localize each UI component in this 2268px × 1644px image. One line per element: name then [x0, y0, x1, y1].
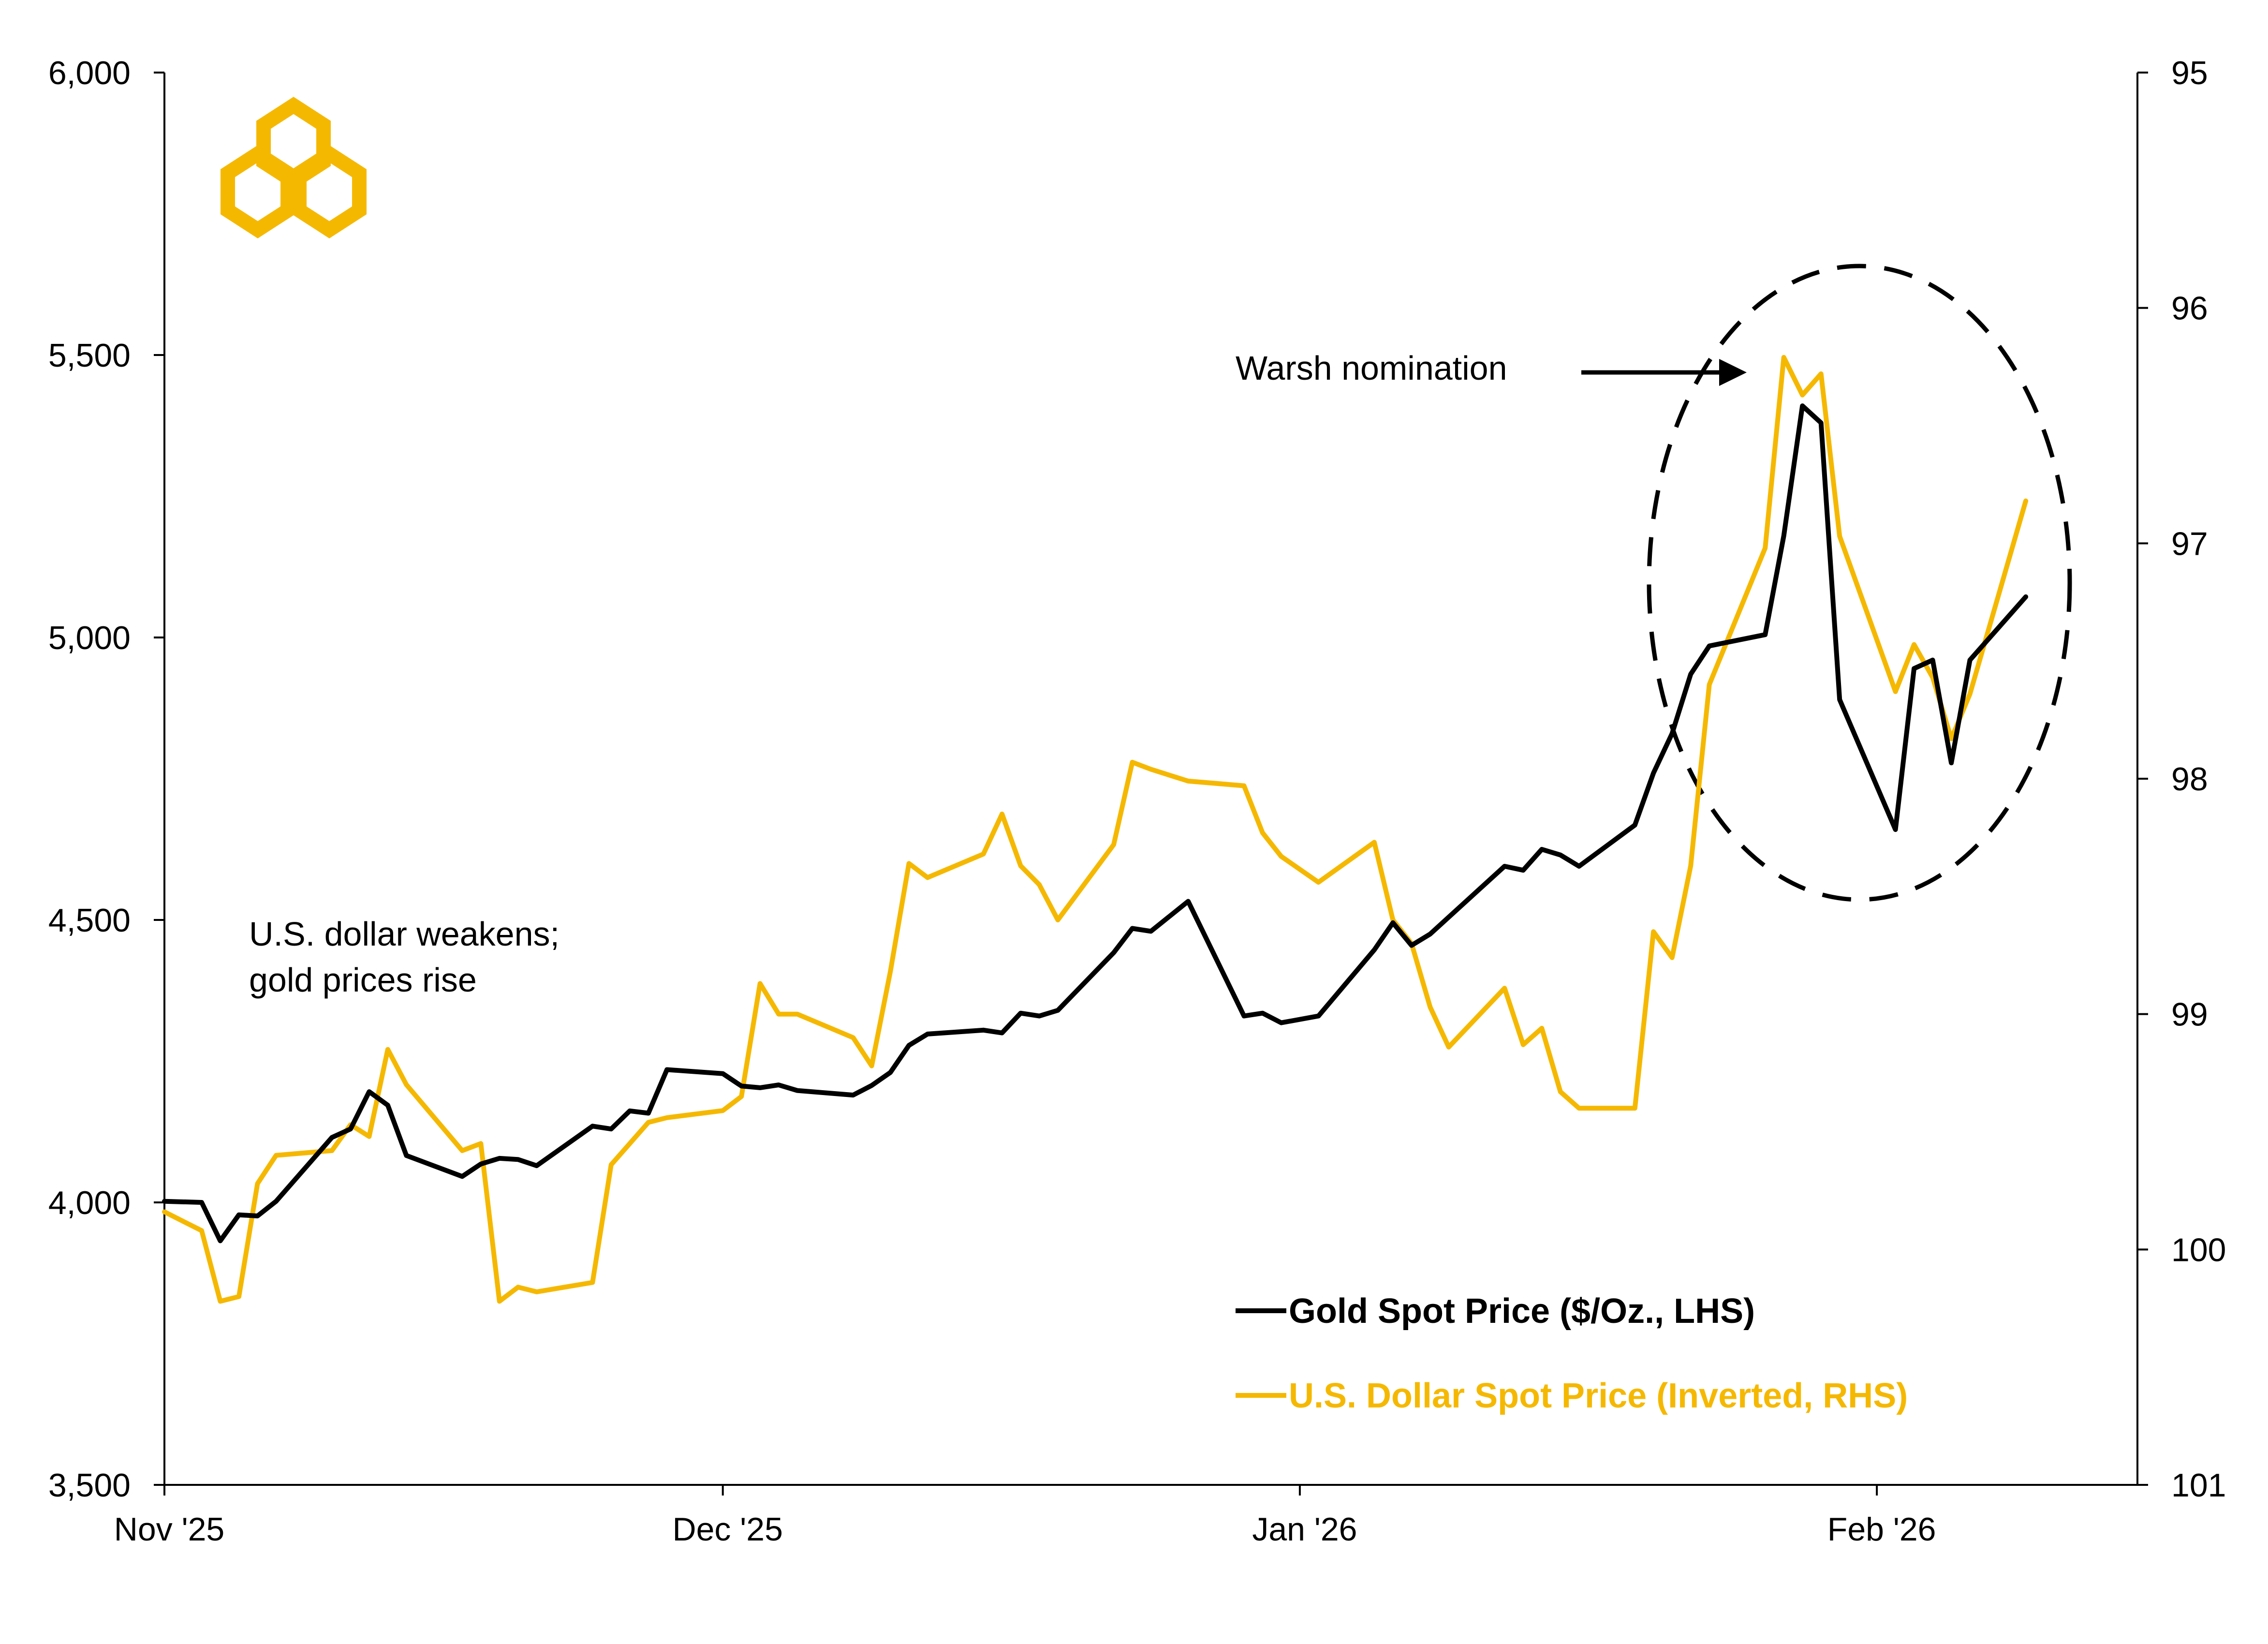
left-y-tick-label: 5,500: [48, 337, 131, 374]
legend-label-gold: Gold Spot Price ($/Oz., LHS): [1289, 1292, 1755, 1331]
brand-logo: [221, 97, 367, 238]
right-y-tick-label: 101: [2171, 1467, 2226, 1504]
right-y-ticks: 95 96 97 98 99 100 101: [2137, 55, 2226, 1504]
right-y-tick-label: 96: [2171, 290, 2208, 327]
legend-item-gold: Gold Spot Price ($/Oz., LHS): [1236, 1292, 1755, 1331]
x-tick-label: Feb '26: [1827, 1511, 1936, 1548]
x-tick-label: Dec '25: [672, 1511, 782, 1548]
legend-label-usd: U.S. Dollar Spot Price (Inverted, RHS): [1289, 1377, 1908, 1415]
left-y-tick-label: 4,500: [48, 902, 131, 939]
right-y-tick-label: 95: [2171, 55, 2208, 91]
right-y-tick-label: 100: [2171, 1231, 2226, 1268]
series-layer: [162, 355, 2029, 1304]
annotation-text-block: U.S. dollar weakens; gold prices rise: [249, 915, 560, 999]
annotation-gold-rises: gold prices rise: [249, 961, 477, 999]
legend: Gold Spot Price ($/Oz., LHS) U.S. Dollar…: [1236, 1292, 1908, 1415]
right-y-tick-label: 98: [2171, 761, 2208, 798]
x-ticks: Nov '25 Dec '25 Jan '26 Feb '26: [114, 1485, 1936, 1548]
annotation-dollar-weakens: U.S. dollar weakens;: [249, 915, 560, 953]
left-y-tick-label: 4,000: [48, 1185, 131, 1221]
annotation-warsh-nomination: Warsh nomination: [1236, 349, 1507, 387]
left-y-tick-label: 3,500: [48, 1467, 131, 1504]
gold-spot-price-line: [162, 403, 2029, 1244]
left-y-ticks: 3,500 4,000 4,500 5,000 5,500 6,000: [48, 55, 164, 1504]
x-tick-label: Nov '25: [114, 1511, 224, 1548]
x-tick-label: Jan '26: [1252, 1511, 1357, 1548]
legend-item-usd: U.S. Dollar Spot Price (Inverted, RHS): [1236, 1377, 1908, 1415]
left-y-tick-label: 6,000: [48, 55, 131, 91]
warsh-callout: Warsh nomination: [1236, 264, 2072, 902]
left-y-tick-label: 5,000: [48, 620, 131, 656]
highlight-ellipse: [1647, 264, 2072, 902]
annotation-arrow-head: [1719, 359, 1747, 386]
right-y-tick-label: 97: [2171, 525, 2208, 562]
usd-spot-price-line: [162, 355, 2029, 1304]
right-y-tick-label: 99: [2171, 996, 2208, 1033]
